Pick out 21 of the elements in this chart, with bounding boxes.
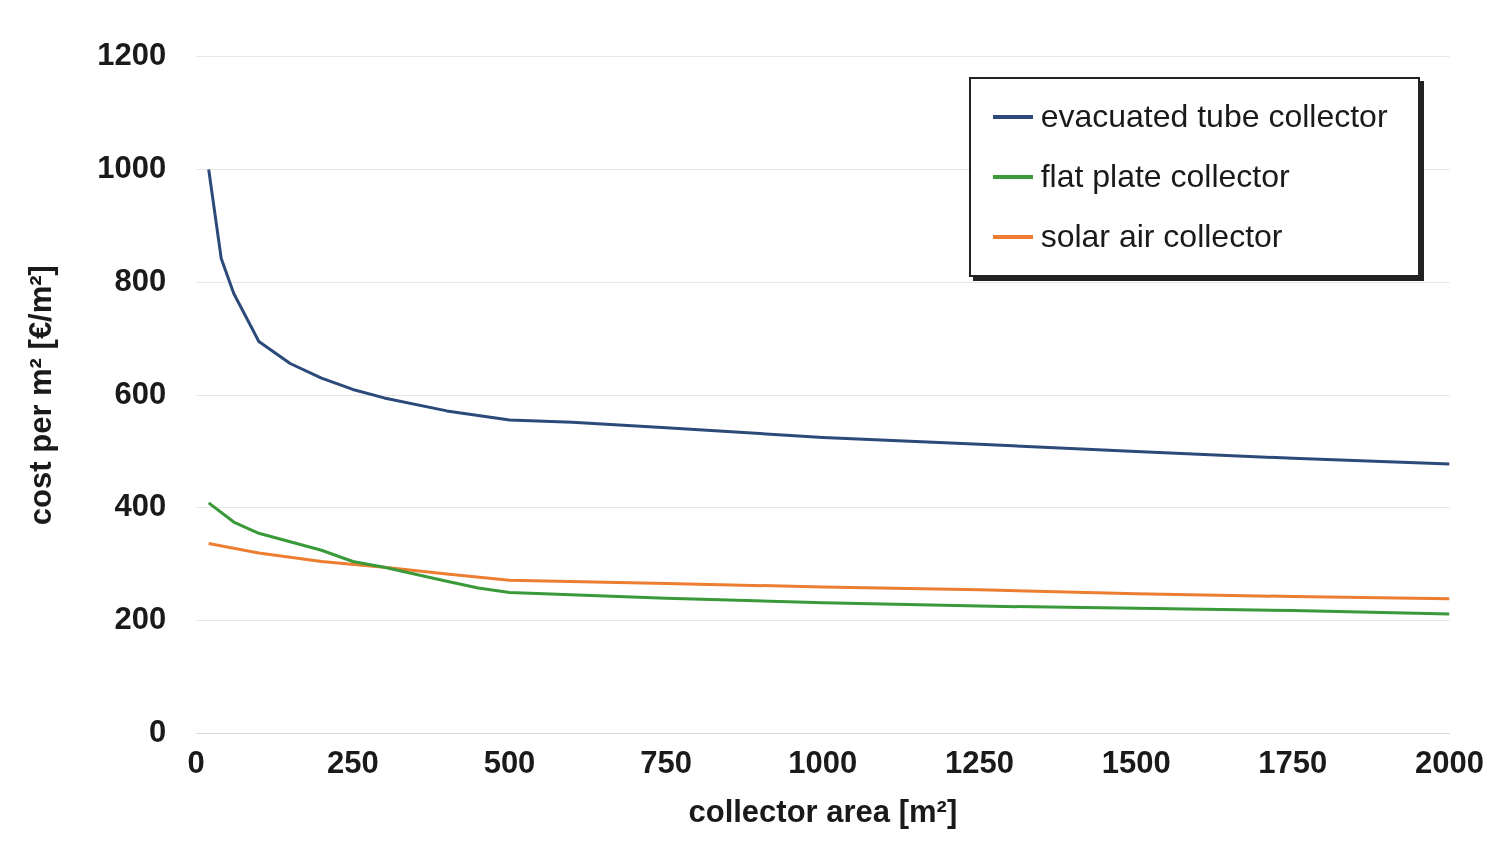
x-tick-label: 2000	[1415, 744, 1484, 780]
x-axis-title: collector area [m²]	[688, 793, 958, 829]
y-axis-title: cost per m² [€/m²]	[23, 265, 59, 526]
y-tick-label: 200	[114, 601, 167, 637]
x-tick-label: 250	[326, 744, 379, 780]
y-tick-label: 0	[148, 714, 167, 750]
y-tick-label: 1000	[97, 149, 167, 185]
y-tick-label: 1200	[97, 37, 167, 73]
legend-label: solar air collector	[1040, 218, 1283, 256]
x-tick-label: 500	[483, 744, 536, 780]
y-tick-label: 800	[114, 262, 167, 298]
legend-label: flat plate collector	[1040, 158, 1290, 196]
legend-label: evacuated tube collector	[1040, 98, 1388, 136]
x-tick-label: 1750	[1258, 744, 1328, 780]
y-tick-label: 600	[114, 375, 167, 411]
x-tick-label: 1000	[788, 744, 858, 780]
x-tick-label: 1500	[1101, 744, 1171, 780]
x-tick-label: 750	[640, 744, 693, 780]
x-tick-label: 0	[187, 744, 205, 780]
x-tick-label: 1250	[945, 744, 1014, 780]
y-tick-label: 400	[114, 488, 167, 524]
